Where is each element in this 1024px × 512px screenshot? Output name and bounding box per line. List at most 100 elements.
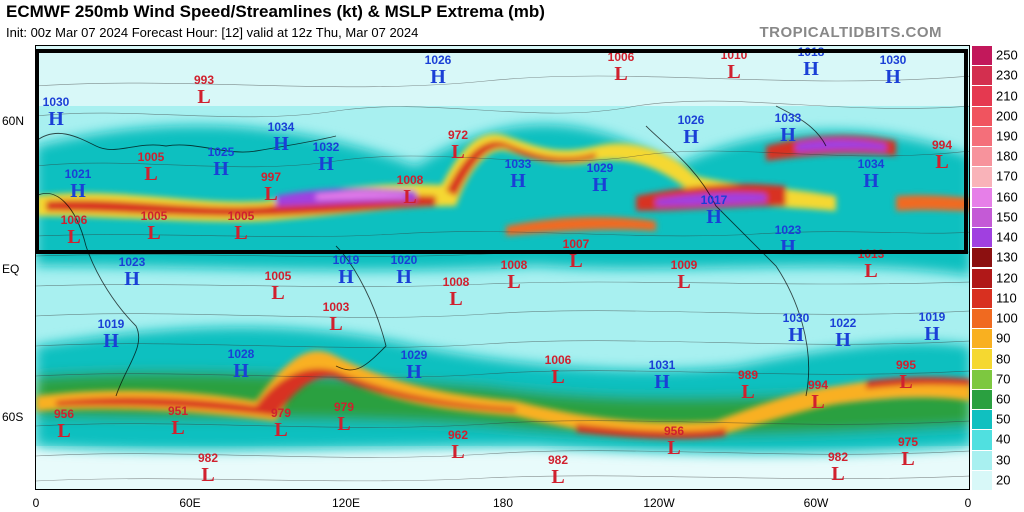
high-pressure-marker-symbol: H [835,329,851,351]
high-pressure-marker-value: 1030 [879,53,907,67]
high-pressure-marker: 1021 H [65,168,92,201]
low-pressure-marker-value: 1006 [607,50,635,64]
low-pressure-marker-symbol: L [197,86,211,108]
colorbar-segment [972,105,992,126]
colorbar-label: 210 [996,88,1018,104]
low-pressure-marker: 994 L [808,379,828,412]
high-pressure-marker: 1019 H [98,318,125,351]
colorbar-label: 90 [996,330,1011,346]
colorbar-segment [972,186,992,207]
lon-label-0-east: 0 [964,496,972,510]
low-pressure-marker-symbol: L [144,163,158,185]
colorbar-label: 200 [996,108,1018,124]
lon-label-60w: 60W [803,496,829,510]
high-pressure-marker-value: 1033 [774,111,802,125]
colorbar-label: 140 [996,229,1018,245]
lon-label-120e: 120E [331,496,361,510]
high-pressure-marker-symbol: H [803,58,819,80]
low-pressure-marker: 997 L [261,171,281,204]
high-pressure-marker-symbol: H [788,324,804,346]
colorbar-label: 100 [996,310,1018,326]
high-pressure-marker: 1033 H [775,112,802,145]
high-pressure-marker: 1030 H [43,96,70,129]
low-pressure-marker: 1007 L [563,238,590,271]
high-pressure-marker-value: 1022 [829,316,857,330]
colorbar-segment [972,307,992,329]
lat-label-eq: EQ [2,262,20,276]
high-pressure-marker-value: 1032 [312,140,340,154]
low-pressure-marker: 951 L [168,405,188,438]
low-pressure-marker-value: 993 [193,73,215,87]
low-pressure-marker: 1006 L [545,354,572,387]
high-pressure-marker-value: 1033 [504,157,532,171]
low-pressure-marker: 982 L [198,452,218,485]
colorbar-label: 170 [996,168,1018,184]
low-pressure-marker-value: 979 [270,406,292,420]
low-pressure-marker: 982 L [828,451,848,484]
colorbar-label: 120 [996,270,1018,286]
high-pressure-marker-value: 1028 [227,347,255,361]
low-pressure-marker: 956 L [664,425,684,458]
low-pressure-marker-value: 975 [897,435,919,449]
high-pressure-marker-symbol: H [924,323,940,345]
colorbar-label: 80 [996,351,1011,367]
colorbar-segment [972,166,992,187]
colorbar-segment [972,206,992,228]
low-pressure-marker: 975 L [898,436,918,469]
low-pressure-marker: 979 L [271,407,291,440]
colorbar-label: 60 [996,391,1011,407]
high-pressure-marker-symbol: H [683,126,699,148]
low-pressure-marker: 962 L [448,429,468,462]
low-pressure-marker-value: 1005 [264,269,292,283]
low-pressure-marker-value: 972 [447,128,469,142]
colorbar-segment [972,388,992,410]
high-pressure-marker: 1017 H [701,194,728,227]
low-pressure-marker-symbol: L [741,381,755,403]
low-pressure-marker: 979 L [334,401,354,434]
high-pressure-marker: 1019 H [333,254,360,287]
colorbar-label: 20 [996,472,1011,488]
high-pressure-marker-value: 1031 [648,358,676,372]
high-pressure-marker: 1030 H [880,54,907,87]
low-pressure-marker: 1005 L [138,151,165,184]
high-pressure-marker-symbol: H [863,170,879,192]
high-pressure-marker: 1020 H [391,254,418,287]
low-pressure-marker-symbol: L [831,463,845,485]
high-pressure-marker: 1025 H [208,146,235,179]
low-pressure-marker-value: 1009 [670,258,698,272]
high-pressure-marker-value: 1023 [774,223,802,237]
low-pressure-marker-value: 962 [447,428,469,442]
lon-label-180: 180 [492,496,514,510]
colorbar-segment [972,227,992,248]
low-pressure-marker-value: 956 [663,424,685,438]
high-pressure-marker: 1026 H [678,114,705,147]
low-pressure-marker: 1008 L [397,174,424,207]
low-pressure-marker-symbol: L [449,288,463,310]
low-pressure-marker: 994 L [932,139,952,172]
low-pressure-marker-symbol: L [201,464,215,486]
low-pressure-marker-value: 994 [931,138,953,152]
low-pressure-marker: 1005 L [141,210,168,243]
colorbar-segment [972,449,992,470]
high-pressure-marker-symbol: H [396,266,412,288]
low-pressure-marker: 1005 L [228,210,255,243]
high-pressure-marker: 1026 H [425,54,452,87]
low-pressure-marker: 1008 L [443,276,470,309]
low-pressure-marker-value: 982 [197,451,219,465]
high-pressure-marker-symbol: H [213,158,229,180]
low-pressure-marker-symbol: L [935,151,949,173]
high-pressure-marker: 1033 H [505,158,532,191]
tropics-highlight-box [35,49,968,254]
low-pressure-marker-value: 1005 [140,209,168,223]
high-pressure-marker: 1034 H [268,121,295,154]
high-pressure-marker-value: 1019 [97,317,125,331]
low-pressure-marker: 972 L [448,129,468,162]
low-pressure-marker-symbol: L [551,466,565,488]
low-pressure-marker-symbol: L [507,271,521,293]
low-pressure-marker-value: 1006 [544,353,572,367]
high-pressure-marker-symbol: H [406,361,422,383]
high-pressure-marker: 1022 H [830,317,857,350]
high-pressure-marker-value: 1029 [586,161,614,175]
low-pressure-marker: 1005 L [265,270,292,303]
high-pressure-marker: 1031 H [649,359,676,392]
